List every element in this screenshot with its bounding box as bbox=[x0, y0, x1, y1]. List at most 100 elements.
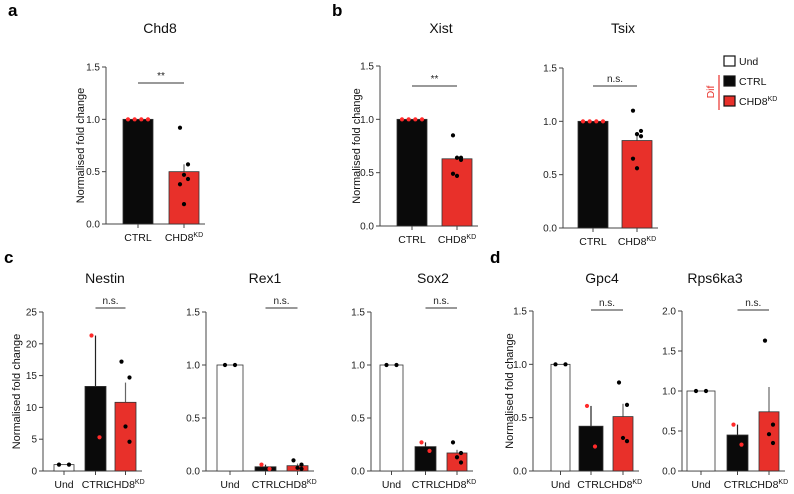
chart-title: Tsix bbox=[611, 20, 635, 36]
data-point bbox=[419, 117, 425, 122]
bar-ctrl bbox=[84, 386, 107, 472]
data-point bbox=[394, 362, 399, 368]
data-point bbox=[119, 359, 124, 364]
x-tick-label: CTRL bbox=[398, 234, 426, 246]
x-tick-label: CHD8KD bbox=[438, 479, 476, 491]
y-tick-label: 1.5 bbox=[662, 347, 676, 358]
panel-chd8: a Chd8 Normalised fold change 0.0 0.5 1.0 1.5 C… bbox=[8, 1, 205, 244]
x-tick-label: CHD8KD bbox=[278, 479, 316, 491]
y-tick-label: 1.5 bbox=[543, 64, 557, 75]
bar-chd8 bbox=[758, 411, 780, 472]
y-tick-label: 0.5 bbox=[360, 168, 374, 179]
x-tick-label: Und bbox=[54, 479, 73, 491]
bar-chd8 bbox=[114, 401, 137, 472]
chart-title: Chd8 bbox=[143, 20, 177, 36]
bar-ctrl bbox=[122, 118, 154, 225]
y-tick-label: 0.0 bbox=[360, 222, 374, 233]
x-tick-label: CTRL bbox=[412, 479, 440, 491]
data-point bbox=[592, 444, 598, 449]
y-tick-label: 1.5 bbox=[513, 307, 527, 318]
data-point bbox=[703, 388, 709, 394]
x-tick-label: CHD8KD bbox=[604, 479, 642, 491]
data-point bbox=[693, 388, 699, 394]
data-point bbox=[458, 157, 464, 162]
data-point bbox=[222, 362, 228, 368]
legend-label: CTRL bbox=[739, 76, 767, 88]
bar-chd8 bbox=[168, 171, 200, 225]
y-axis-label: Normalised fold change bbox=[504, 333, 516, 449]
data-point bbox=[584, 403, 590, 409]
significance-label: n.s. bbox=[599, 298, 615, 309]
bar-chd8 bbox=[621, 140, 653, 229]
data-point bbox=[553, 362, 558, 367]
y-tick-label: 1.5 bbox=[351, 308, 365, 319]
data-point bbox=[259, 462, 264, 467]
bar-ctrl bbox=[414, 446, 437, 472]
data-point bbox=[630, 108, 636, 113]
data-point bbox=[267, 466, 272, 471]
y-tick-label: 0.0 bbox=[186, 467, 200, 478]
legend-label: CHD8KD bbox=[739, 96, 777, 108]
legend-swatch-ctrl bbox=[723, 75, 736, 87]
x-tick-label: Und bbox=[691, 479, 710, 491]
y-tick-label: 20 bbox=[26, 339, 38, 350]
data-point bbox=[299, 462, 304, 467]
chart-title: Rps6ka3 bbox=[687, 270, 742, 286]
y-tick-label: 10 bbox=[26, 403, 38, 414]
data-point bbox=[291, 458, 296, 463]
data-point bbox=[125, 117, 131, 122]
data-point bbox=[450, 440, 456, 445]
data-point bbox=[766, 432, 772, 437]
panel-letter: a bbox=[8, 1, 18, 20]
x-tick-label: CHD8KD bbox=[106, 479, 144, 491]
legend-label: Und bbox=[739, 56, 758, 68]
x-tick-label: Und bbox=[220, 479, 239, 491]
significance-label: ** bbox=[157, 71, 165, 82]
bar-ctrl bbox=[396, 118, 428, 227]
data-point bbox=[624, 439, 630, 444]
legend-group-label: Dif bbox=[705, 86, 717, 99]
data-point bbox=[454, 455, 460, 460]
data-point bbox=[295, 465, 300, 470]
y-tick-label: 1.0 bbox=[543, 117, 557, 128]
data-point bbox=[185, 162, 191, 167]
bar-und bbox=[216, 364, 244, 472]
panel-xist: b Xist Normalised fold change 0.0 0.5 1.0 1.5 C… bbox=[332, 1, 478, 246]
data-point bbox=[458, 450, 464, 456]
data-point bbox=[739, 442, 744, 447]
y-tick-label: 0.5 bbox=[186, 414, 200, 425]
data-point bbox=[454, 155, 460, 160]
data-point bbox=[127, 375, 132, 380]
x-tick-label: CTRL bbox=[124, 232, 152, 244]
panel-nestin: c Nestin Normalised fold change 0 5 10 15 20 25 U… bbox=[4, 248, 145, 491]
significance-label: ** bbox=[431, 74, 439, 85]
y-tick-label: 2.0 bbox=[662, 307, 676, 318]
x-tick-label: CTRL bbox=[252, 479, 280, 491]
data-point bbox=[458, 460, 464, 465]
x-tick-label: CHD8KD bbox=[618, 236, 656, 248]
data-point bbox=[384, 362, 389, 368]
data-point bbox=[406, 117, 411, 122]
legend: Und CTRL CHD8KD Dif bbox=[705, 55, 777, 110]
y-tick-label: 1.0 bbox=[351, 361, 365, 372]
data-point bbox=[419, 440, 424, 445]
data-point bbox=[634, 166, 640, 171]
bar-chd8 bbox=[612, 416, 634, 472]
data-point bbox=[624, 402, 630, 407]
y-tick-label: 1.5 bbox=[186, 308, 200, 319]
panel-letter: d bbox=[490, 248, 500, 267]
x-tick-label: CHD8KD bbox=[750, 479, 788, 491]
y-tick-label: 0.0 bbox=[543, 224, 557, 235]
bar-ctrl bbox=[726, 434, 749, 472]
panel-letter: c bbox=[4, 248, 13, 267]
y-tick-label: 25 bbox=[26, 308, 38, 319]
data-point bbox=[132, 117, 137, 122]
data-point bbox=[177, 125, 183, 130]
data-point bbox=[56, 462, 62, 467]
data-point bbox=[181, 202, 187, 207]
data-point bbox=[232, 362, 238, 368]
y-tick-label: 0.5 bbox=[351, 414, 365, 425]
data-point bbox=[413, 117, 418, 122]
